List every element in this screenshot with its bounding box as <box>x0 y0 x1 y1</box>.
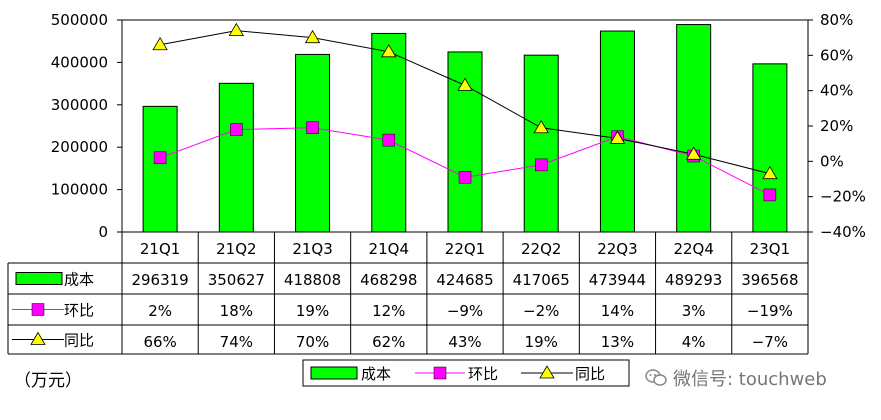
yoy-marker <box>533 119 549 134</box>
mom-marker <box>763 188 777 202</box>
left-axis-tick-label: 400000 <box>51 53 108 71</box>
category-label: 21Q4 <box>369 240 409 258</box>
category-label: 21Q1 <box>140 240 180 258</box>
bar <box>676 24 712 233</box>
legend-label: 同比 <box>575 365 605 383</box>
bar <box>523 54 559 233</box>
legend-key-bar <box>310 366 358 380</box>
right-axis-tick-label: 0% <box>820 152 844 170</box>
table-cell: 66% <box>143 333 176 351</box>
legend-label: 环比 <box>468 365 498 383</box>
wechat-icon <box>645 369 667 386</box>
yoy-marker <box>457 77 473 91</box>
table-cell: 473944 <box>589 271 646 289</box>
left-axis-tick-label: 100000 <box>51 181 108 199</box>
yoy-marker <box>152 36 168 51</box>
table-cell: 13% <box>601 333 634 351</box>
right-axis-tick-label: −20% <box>820 188 866 206</box>
table-key-mom-marker <box>31 303 45 316</box>
category-label: 22Q3 <box>597 240 637 258</box>
mom-marker <box>458 170 472 184</box>
legend-key-yoy-marker <box>539 365 555 379</box>
left-axis-tick-label: 0 <box>98 223 108 241</box>
bar <box>295 53 331 233</box>
category-label: 21Q2 <box>216 240 256 258</box>
table-cell: 396568 <box>741 271 798 289</box>
bar <box>371 32 407 233</box>
table-key-bar <box>15 272 63 285</box>
right-axis-tick-label: 60% <box>820 46 853 64</box>
table-cell: 43% <box>448 333 481 351</box>
table-cell: 19% <box>296 302 329 320</box>
right-axis-tick-label: 40% <box>820 82 853 100</box>
legend-key-mom-marker <box>433 366 447 380</box>
left-axis-tick-label: 500000 <box>51 11 108 29</box>
table-cell: 14% <box>601 302 634 320</box>
category-label: 21Q3 <box>292 240 332 258</box>
table-cell: 18% <box>220 302 253 320</box>
left-axis-tick-label: 300000 <box>51 96 108 114</box>
yoy-marker <box>685 146 702 160</box>
table-cell: 418808 <box>284 271 341 289</box>
yoy-marker <box>228 22 245 36</box>
table-cell: 3% <box>682 302 706 320</box>
yoy-marker <box>762 165 778 180</box>
unit-label: （万元） <box>14 371 82 391</box>
table-row-label: 环比 <box>64 302 94 320</box>
yoy-marker <box>609 130 626 144</box>
watermark: 微信号: touchweb <box>645 365 827 391</box>
table-row-label: 成本 <box>64 271 94 289</box>
yoy-marker <box>381 44 397 58</box>
table-cell: 350627 <box>208 271 265 289</box>
right-axis-tick-label: −40% <box>820 223 866 241</box>
right-axis-tick-label: 80% <box>820 11 853 29</box>
table-cell: 62% <box>372 333 405 351</box>
table-cell: −7% <box>752 333 788 351</box>
mom-marker <box>382 133 396 147</box>
bar <box>752 63 788 233</box>
mom-marker <box>153 151 167 165</box>
mom-marker <box>230 123 243 136</box>
mom-marker <box>306 121 319 135</box>
legend-label: 成本 <box>361 365 391 383</box>
table-cell: 417065 <box>513 271 570 289</box>
table-cell: 296319 <box>131 271 188 289</box>
table-cell: 12% <box>372 302 405 320</box>
right-axis-tick-label: 20% <box>820 117 853 135</box>
table-cell: 2% <box>148 302 172 320</box>
yoy-marker <box>304 29 321 44</box>
table-cell: 424685 <box>436 271 493 289</box>
table-cell: 489293 <box>665 271 722 289</box>
left-axis-tick-label: 200000 <box>51 138 108 156</box>
bar <box>218 82 254 233</box>
bar <box>142 105 178 233</box>
table-cell: 19% <box>525 333 558 351</box>
watermark-text: 微信号: touchweb <box>673 369 827 390</box>
table-cell: 468298 <box>360 271 417 289</box>
category-label: 22Q4 <box>673 240 713 258</box>
table-row-label: 同比 <box>64 332 94 350</box>
table-key-yoy-marker <box>30 331 46 345</box>
table-cell: −19% <box>747 302 793 320</box>
table-cell: 74% <box>220 333 253 351</box>
category-label: 22Q2 <box>521 240 561 258</box>
table-cell: −2% <box>523 302 559 320</box>
table-cell: 70% <box>296 333 329 351</box>
category-label: 22Q1 <box>445 240 485 258</box>
table-cell: 4% <box>682 333 706 351</box>
table-cell: −9% <box>447 302 483 320</box>
mom-marker <box>534 158 548 172</box>
category-label: 23Q1 <box>750 240 790 258</box>
